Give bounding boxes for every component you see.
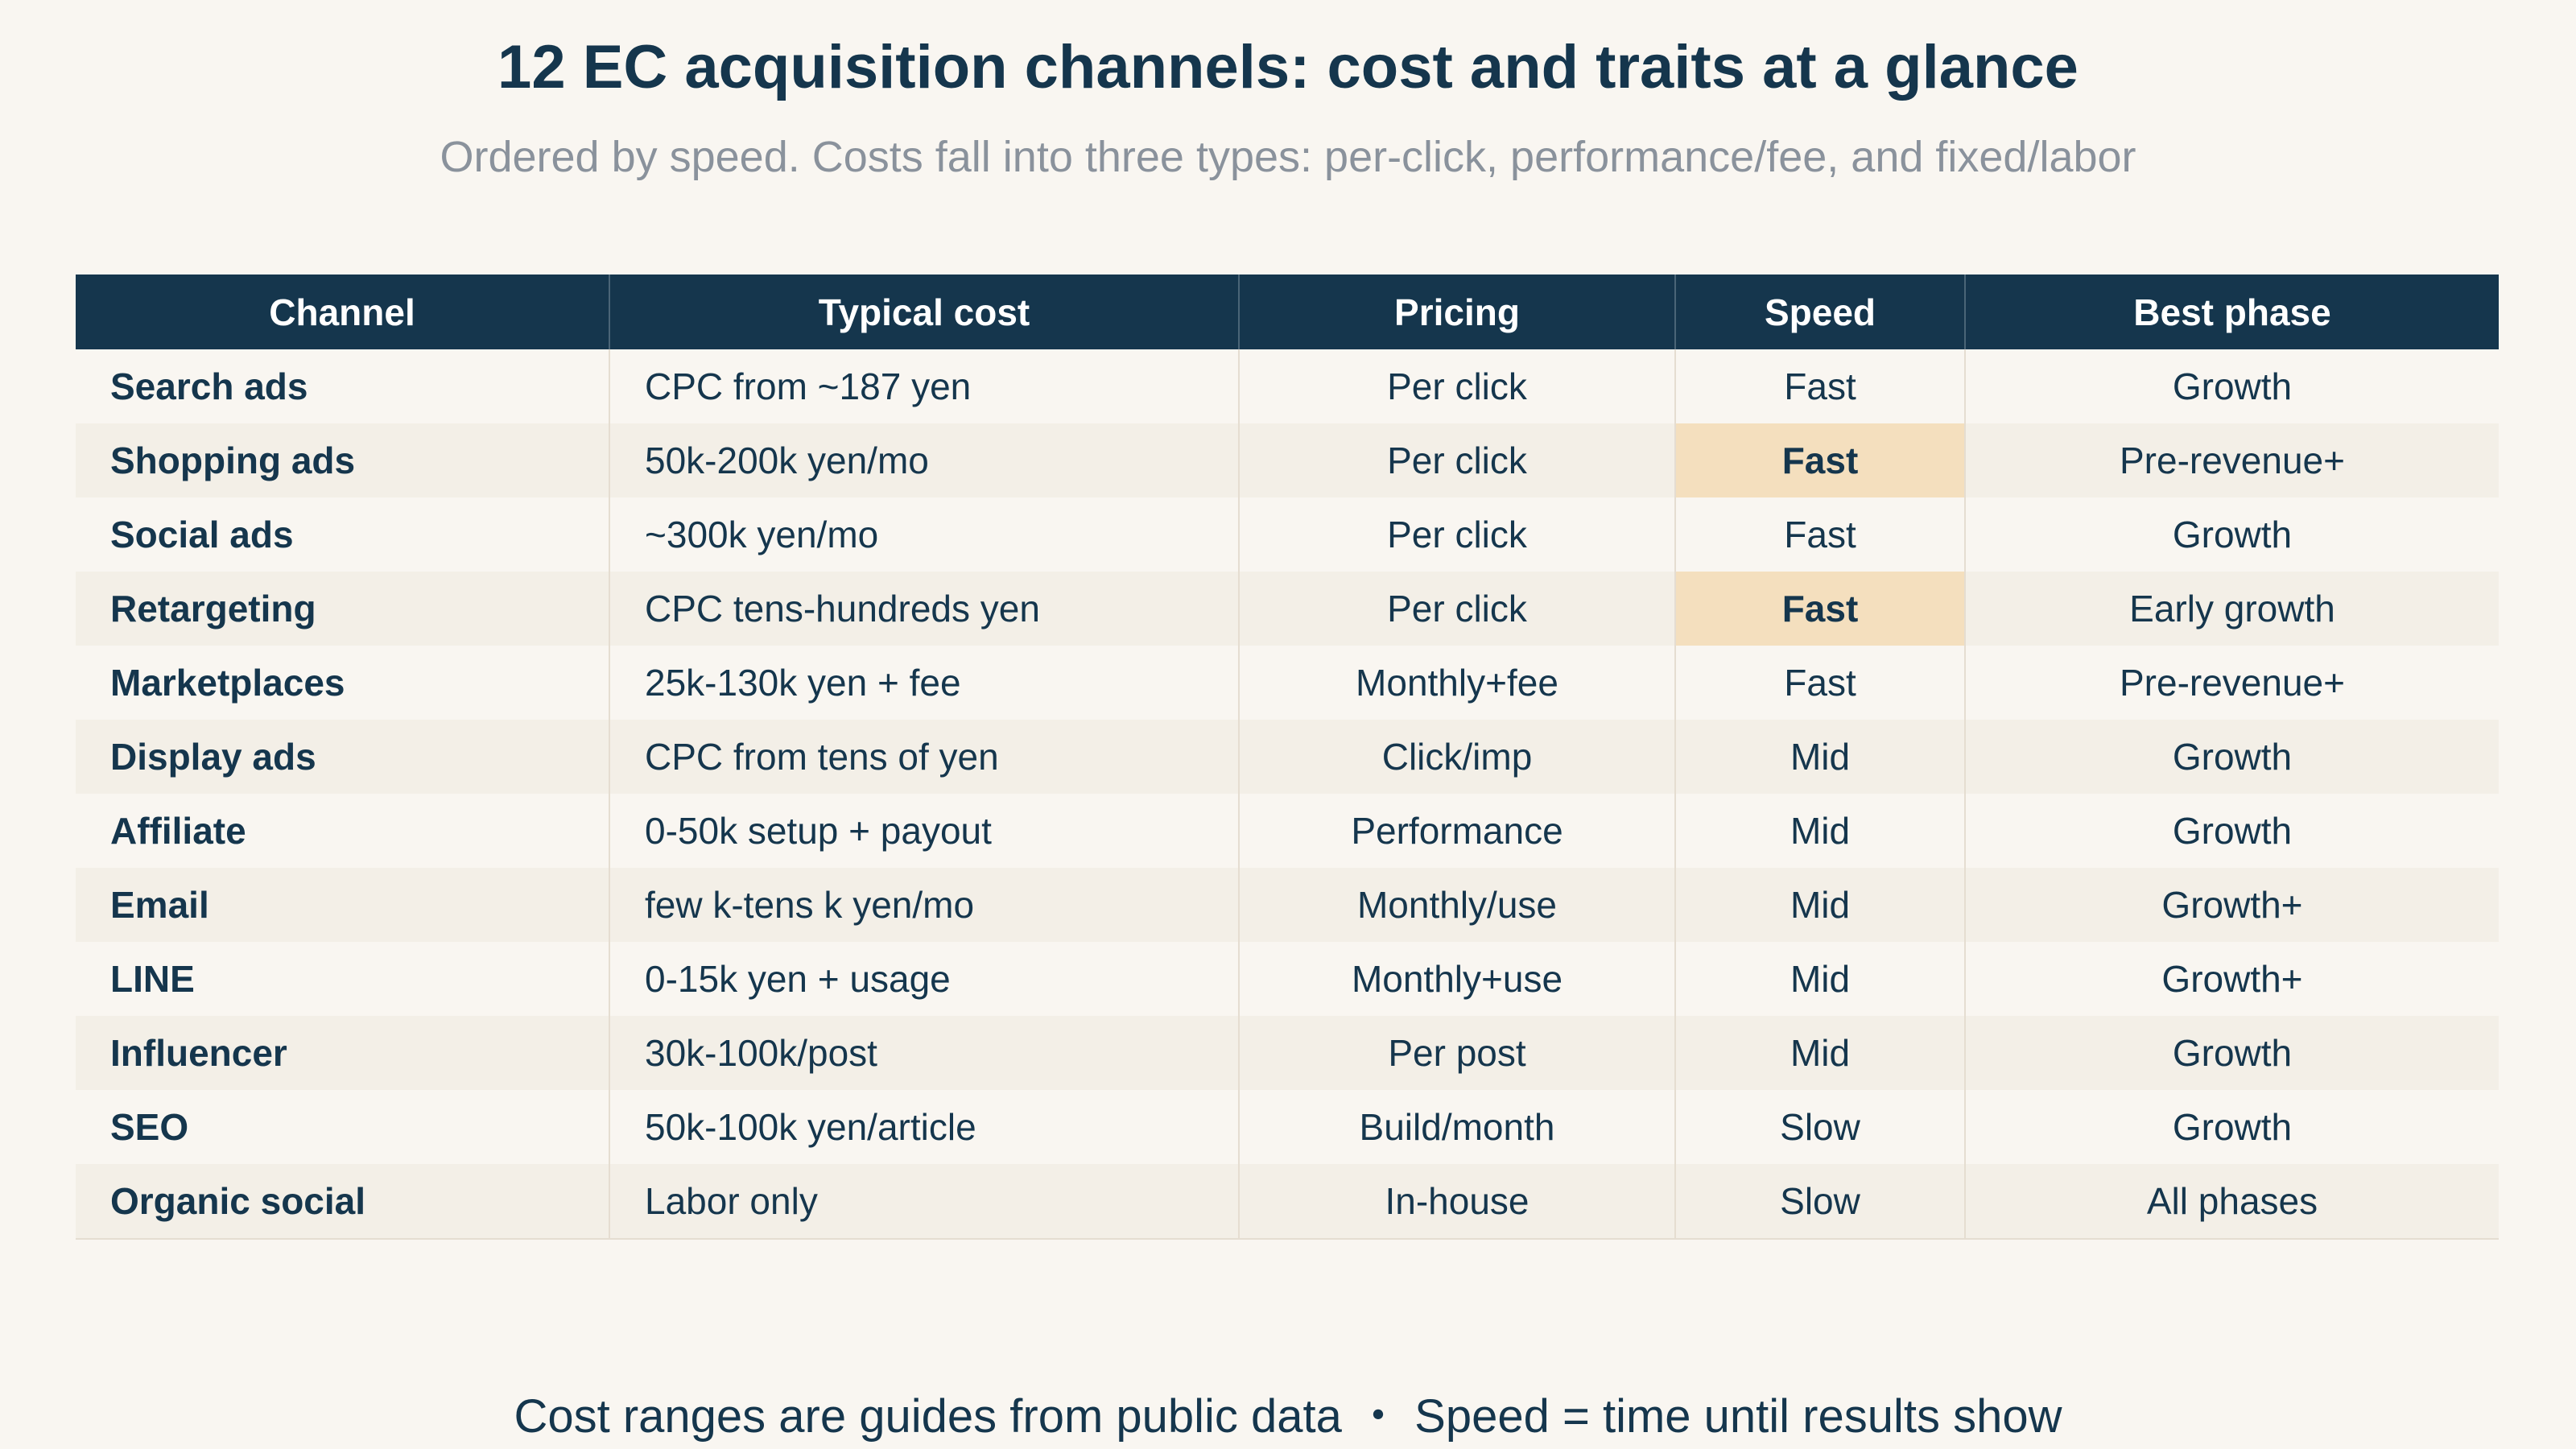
cell-typical-cost: Labor only — [609, 1164, 1239, 1240]
cell-best-phase: Growth — [1964, 497, 2499, 572]
column-header-speed: Speed — [1674, 275, 1965, 349]
header-row: Channel Typical cost Pricing Speed Best … — [76, 275, 2499, 349]
cell-typical-cost: CPC from ~187 yen — [609, 349, 1239, 423]
cell-channel: Search ads — [76, 349, 609, 423]
cell-best-phase: Early growth — [1964, 572, 2499, 646]
cell-channel: SEO — [76, 1090, 609, 1164]
table-row: Organic social Labor only In-house Slow All … — [76, 1164, 2499, 1240]
cell-speed: Fast — [1674, 423, 1965, 497]
cell-speed: Mid — [1674, 1016, 1965, 1090]
cell-channel: Influencer — [76, 1016, 609, 1090]
table-body: Search ads CPC from ~187 yen Per click Fast… — [76, 349, 2499, 1240]
cell-best-phase: Growth — [1964, 720, 2499, 794]
cell-speed: Fast — [1674, 646, 1965, 720]
cell-pricing: Click/imp — [1238, 720, 1675, 794]
cell-channel: LINE — [76, 942, 609, 1016]
column-header-pricing: Pricing — [1238, 275, 1675, 349]
cell-channel: Marketplaces — [76, 646, 609, 720]
cell-typical-cost: 25k-130k yen + fee — [609, 646, 1239, 720]
table-row: Influencer 30k-100k/post Per post Mid Growth — [76, 1016, 2499, 1090]
page-title: 12 EC acquisition channels: cost and tra… — [497, 33, 2079, 101]
cell-channel: Organic social — [76, 1164, 609, 1240]
table-row: Shopping ads 50k-200k yen/mo Per click Fast… — [76, 423, 2499, 497]
cell-typical-cost: 0-15k yen + usage — [609, 942, 1239, 1016]
column-header-typical-cost: Typical cost — [609, 275, 1239, 349]
cell-speed: Mid — [1674, 942, 1965, 1016]
cell-typical-cost: 50k-200k yen/mo — [609, 423, 1239, 497]
cell-pricing: Per click — [1238, 572, 1675, 646]
cell-best-phase: Growth+ — [1964, 868, 2499, 942]
cell-best-phase: Growth — [1964, 794, 2499, 868]
cell-channel: Social ads — [76, 497, 609, 572]
cell-typical-cost: CPC tens-hundreds yen — [609, 572, 1239, 646]
cell-best-phase: Pre-revenue+ — [1964, 646, 2499, 720]
cell-speed: Fast — [1674, 349, 1965, 423]
cell-speed: Slow — [1674, 1164, 1965, 1240]
cell-best-phase: Pre-revenue+ — [1964, 423, 2499, 497]
cell-pricing: Performance — [1238, 794, 1675, 868]
cell-best-phase: Growth — [1964, 1016, 2499, 1090]
cell-pricing: Monthly+fee — [1238, 646, 1675, 720]
table-row: Affiliate 0-50k setup + payout Performance… — [76, 794, 2499, 868]
table-row: Email few k-tens k yen/mo Monthly/use Mid Gr… — [76, 868, 2499, 942]
cell-pricing: Monthly+use — [1238, 942, 1675, 1016]
cell-pricing: Per click — [1238, 423, 1675, 497]
cell-channel: Email — [76, 868, 609, 942]
cell-speed: Mid — [1674, 868, 1965, 942]
column-header-channel: Channel — [76, 275, 609, 349]
cell-best-phase: Growth — [1964, 1090, 2499, 1164]
cell-speed: Fast — [1674, 572, 1965, 646]
table-row: LINE 0-15k yen + usage Monthly+use Mid Growt… — [76, 942, 2499, 1016]
cell-pricing: Per post — [1238, 1016, 1675, 1090]
table-row: Marketplaces 25k-130k yen + fee Monthly+fe… — [76, 646, 2499, 720]
cell-typical-cost: ~300k yen/mo — [609, 497, 1239, 572]
cell-speed: Slow — [1674, 1090, 1965, 1164]
cell-typical-cost: few k-tens k yen/mo — [609, 868, 1239, 942]
cell-best-phase: Growth — [1964, 349, 2499, 423]
table-row: Retargeting CPC tens-hundreds yen Per clic… — [76, 572, 2499, 646]
footnote: Cost ranges are guides from public data … — [514, 1390, 2062, 1443]
cell-pricing: Per click — [1238, 349, 1675, 423]
cell-pricing: In-house — [1238, 1164, 1675, 1240]
cell-typical-cost: 30k-100k/post — [609, 1016, 1239, 1090]
cell-speed: Mid — [1674, 794, 1965, 868]
cell-best-phase: Growth+ — [1964, 942, 2499, 1016]
page-subtitle: Ordered by speed. Costs fall into three … — [440, 133, 2136, 181]
cell-best-phase: All phases — [1964, 1164, 2499, 1240]
table-header: Channel Typical cost Pricing Speed Best … — [76, 275, 2499, 349]
cell-pricing: Build/month — [1238, 1090, 1675, 1164]
cell-typical-cost: CPC from tens of yen — [609, 720, 1239, 794]
cell-typical-cost: 0-50k setup + payout — [609, 794, 1239, 868]
cell-channel: Shopping ads — [76, 423, 609, 497]
table-row: Social ads ~300k yen/mo Per click Fast Growt… — [76, 497, 2499, 572]
table-row: Search ads CPC from ~187 yen Per click Fast… — [76, 349, 2499, 423]
cell-pricing: Per click — [1238, 497, 1675, 572]
cell-pricing: Monthly/use — [1238, 868, 1675, 942]
column-header-best-phase: Best phase — [1964, 275, 2499, 349]
cell-channel: Display ads — [76, 720, 609, 794]
cell-speed: Fast — [1674, 497, 1965, 572]
cell-channel: Retargeting — [76, 572, 609, 646]
table-row: Display ads CPC from tens of yen Click/imp… — [76, 720, 2499, 794]
channel-table: Channel Typical cost Pricing Speed Best … — [76, 275, 2499, 1240]
table-row: SEO 50k-100k yen/article Build/month Slow Gr… — [76, 1090, 2499, 1164]
cell-channel: Affiliate — [76, 794, 609, 868]
cell-speed: Mid — [1674, 720, 1965, 794]
cell-typical-cost: 50k-100k yen/article — [609, 1090, 1239, 1164]
